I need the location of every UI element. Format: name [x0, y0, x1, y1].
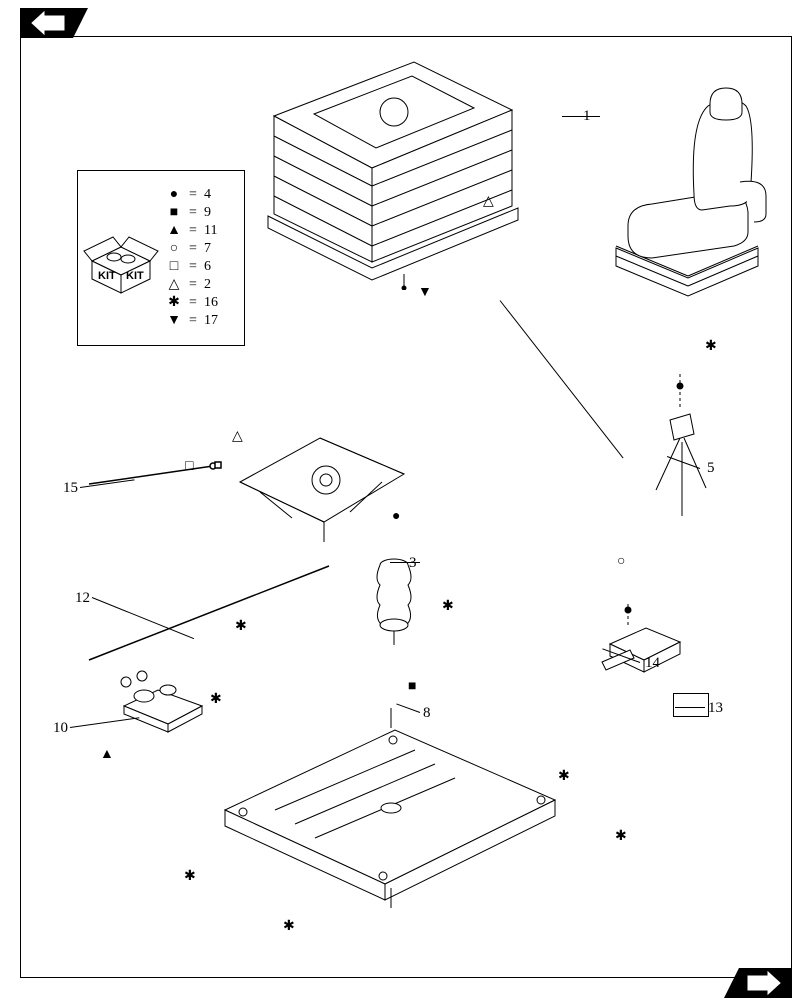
part-suspension-assembly: [254, 56, 524, 290]
kit-marker-icon: ✱: [442, 600, 454, 614]
square-open-icon: □: [166, 260, 182, 274]
callout-ref: 1: [583, 108, 591, 125]
kit-marker-icon: ●: [392, 510, 400, 524]
callout-ref: 12: [75, 590, 90, 607]
kit-marker-icon: ■: [408, 680, 416, 694]
kit-marker-icon: ✱: [210, 693, 222, 707]
callout-ref: 5: [707, 460, 715, 477]
part-lever: [640, 370, 720, 520]
callout-ref: 14: [645, 655, 660, 672]
part-compressor: [118, 670, 210, 734]
circle-open-icon: ○: [166, 242, 182, 256]
kit-marker-icon: ✱: [235, 620, 247, 634]
kit-row: ●=4: [166, 188, 238, 202]
kit-ref: 6: [204, 260, 222, 274]
kit-marker-icon: ✱: [283, 920, 295, 934]
triangle-down-filled-icon: ▼: [166, 314, 182, 328]
callout-ref: 3: [409, 555, 417, 572]
kit-marker-icon: □: [185, 460, 193, 474]
kit-ref: 4: [204, 188, 222, 202]
part-bracket-13: [673, 693, 709, 717]
callout-ref: 10: [53, 720, 68, 737]
kit-row: ■=9: [166, 206, 238, 220]
kit-marker-icon: ✱: [615, 830, 627, 844]
kit-ref: 9: [204, 206, 222, 220]
kit-row: ▲=11: [166, 224, 238, 238]
kit-legend-rows: ●=4 ■=9 ▲=11 ○=7 □=6 △=2 ✱=16 ▼=17: [164, 171, 244, 345]
kit-label-right: KIT: [126, 270, 144, 282]
kit-marker-icon: △: [232, 430, 243, 444]
star-filled-icon: ✱: [166, 296, 182, 310]
kit-marker-icon: △: [483, 195, 494, 209]
triangle-filled-icon: ▲: [166, 224, 182, 238]
callout-ref: 13: [708, 700, 723, 717]
page-prev-tab[interactable]: [20, 8, 88, 38]
kit-marker-icon: ▼: [418, 286, 432, 300]
page-prev-arrow-icon: [20, 8, 88, 38]
kit-ref: 11: [204, 224, 222, 238]
kit-ref: 17: [204, 314, 222, 328]
kit-box-icon: KIT KIT: [78, 171, 164, 345]
callout-ref: 15: [63, 480, 78, 497]
kit-marker-icon: ✱: [705, 340, 717, 354]
leader-line: [562, 116, 600, 117]
part-seat-complete: [598, 86, 774, 306]
kit-marker-icon: ○: [617, 555, 625, 569]
part-cable-short: [85, 460, 225, 490]
kit-row: ▼=17: [166, 314, 238, 328]
part-base-plate: [205, 700, 575, 910]
circle-filled-icon: ●: [166, 188, 182, 202]
square-filled-icon: ■: [166, 206, 182, 220]
kit-label-left: KIT: [98, 270, 116, 282]
kit-ref: 2: [204, 278, 222, 292]
kit-ref: 16: [204, 296, 222, 310]
kit-marker-icon: ▲: [100, 748, 114, 762]
triangle-open-icon: △: [166, 278, 182, 292]
part-cable-long: [85, 560, 335, 670]
callout-ref: 8: [423, 705, 431, 722]
leader-line: [675, 707, 705, 708]
part-scissor-frame: [232, 426, 412, 546]
kit-marker-icon: ✱: [184, 870, 196, 884]
kit-row: □=6: [166, 260, 238, 274]
kit-legend-inner: KIT KIT ●=4 ■=9 ▲=11 ○=7 □=6 △=2 ✱=16 ▼=…: [78, 171, 244, 345]
kit-ref: 7: [204, 242, 222, 256]
kit-row: ○=7: [166, 242, 238, 256]
page-root: KIT KIT ●=4 ■=9 ▲=11 ○=7 □=6 △=2 ✱=16 ▼=…: [0, 0, 812, 1000]
kit-row: ✱=16: [166, 296, 238, 310]
kit-marker-icon: ✱: [558, 770, 570, 784]
kit-legend-box: KIT KIT ●=4 ■=9 ▲=11 ○=7 □=6 △=2 ✱=16 ▼=…: [77, 170, 245, 346]
kit-row: △=2: [166, 278, 238, 292]
